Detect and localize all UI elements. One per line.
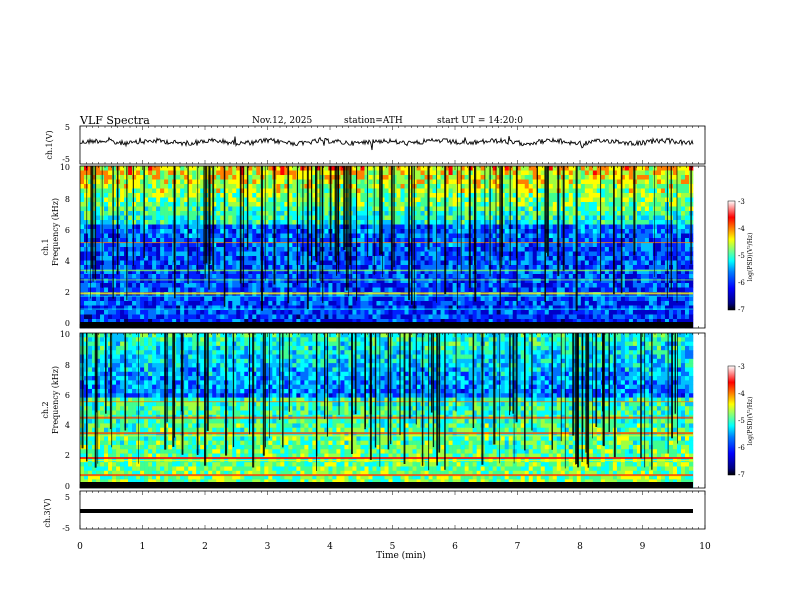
ch1-spectrogram — [80, 166, 694, 329]
axis-ticks — [79, 126, 706, 529]
ch2-colorbar: -3 -4 -5 -6 -7 log(PSD)(V²/Hz) — [727, 363, 754, 479]
ch1-waveform-line — [79, 136, 694, 151]
x-tick-2: 2 — [202, 542, 208, 552]
ch2-ylabel-frequency: Frequency (kHz) — [51, 366, 60, 434]
ch1-ytick-10: 10 — [60, 163, 70, 172]
cbar1-tick-m4: -4 — [738, 225, 745, 233]
cbar2-label: log(PSD)(V²/Hz) — [747, 397, 754, 446]
x-tick-5: 5 — [390, 542, 396, 552]
ch2-ytick-0: 0 — [65, 482, 70, 491]
cbar2-tick-m6: -6 — [738, 444, 745, 452]
x-tick-8: 8 — [577, 542, 583, 552]
ch2-ylabel-channel: ch.2 — [41, 401, 50, 418]
ch1-colorbar: -3 -4 -5 -6 -7 log(PSD)(V²/Hz) — [727, 198, 754, 314]
ch2-spectrogram-panel: 10 8 6 4 2 0 ch.2 Frequency (kHz) — [41, 330, 706, 491]
ch1-ytick-8: 8 — [65, 195, 70, 204]
ch1-spectrogram-panel: 10 8 6 4 2 0 ch.1 Frequency (kHz) — [41, 163, 706, 329]
cbar2-tick-m7: -7 — [738, 471, 745, 479]
cbar1-tick-m6: -6 — [738, 279, 745, 287]
x-tick-9: 9 — [640, 542, 646, 552]
ch2-ytick-2: 2 — [65, 451, 70, 460]
cbar2-tick-m5: -5 — [738, 417, 745, 425]
ch2-ytick-4: 4 — [65, 421, 70, 430]
x-tick-0: 0 — [77, 542, 83, 552]
ch3-wave-ylabel: ch.3(V) — [43, 498, 52, 527]
station-label: station=ATH — [344, 116, 403, 126]
ch2-ytick-8: 8 — [65, 361, 70, 370]
ch3-wave-tick-bottom: -5 — [62, 524, 70, 533]
ch1-ytick-0: 0 — [65, 319, 70, 328]
cbar1-label: log(PSD)(V²/Hz) — [747, 233, 754, 282]
ch1-wave-tick-bottom: -5 — [62, 155, 70, 164]
ch1-ytick-6: 6 — [65, 226, 70, 235]
x-tick-10: 10 — [699, 542, 711, 552]
ch2-ytick-10: 10 — [60, 330, 70, 339]
ch1-ytick-2: 2 — [65, 288, 70, 297]
ch1-ytick-4: 4 — [65, 257, 70, 266]
ch1-wave-ylabel: ch.1(V) — [45, 130, 54, 159]
ch1-ylabel-channel: ch.1 — [41, 238, 50, 255]
x-tick-7: 7 — [515, 542, 521, 552]
x-axis-label: Time (min) — [376, 550, 426, 561]
start-ut-label: start UT = 14:20:0 — [437, 116, 523, 126]
cbar1-tick-m5: -5 — [738, 252, 745, 260]
figure-title: VLF Spectra — [79, 114, 150, 127]
ch1-wave-tick-top: 5 — [65, 123, 70, 132]
x-axis-tick-labels: 0 1 2 3 4 5 6 7 8 9 10 — [77, 542, 711, 552]
cbar1-tick-m7: -7 — [738, 306, 745, 314]
date-label: Nov.12, 2025 — [252, 116, 313, 126]
ch2-spectrogram — [80, 333, 694, 489]
ch2-ytick-6: 6 — [65, 391, 70, 400]
ch3-waveform-line — [80, 509, 693, 513]
x-tick-6: 6 — [452, 542, 458, 552]
cbar1-tick-m3: -3 — [738, 198, 745, 206]
ch1-ylabel-frequency: Frequency (kHz) — [51, 198, 60, 266]
ch1-waveform-panel: 5 -5 ch.1(V) — [45, 123, 706, 165]
x-tick-1: 1 — [140, 542, 146, 552]
cbar2-tick-m4: -4 — [738, 390, 745, 398]
x-tick-3: 3 — [265, 542, 271, 552]
cbar2-tick-m3: -3 — [738, 363, 745, 371]
x-tick-4: 4 — [327, 542, 333, 552]
ch3-wave-tick-top: 5 — [65, 493, 70, 502]
